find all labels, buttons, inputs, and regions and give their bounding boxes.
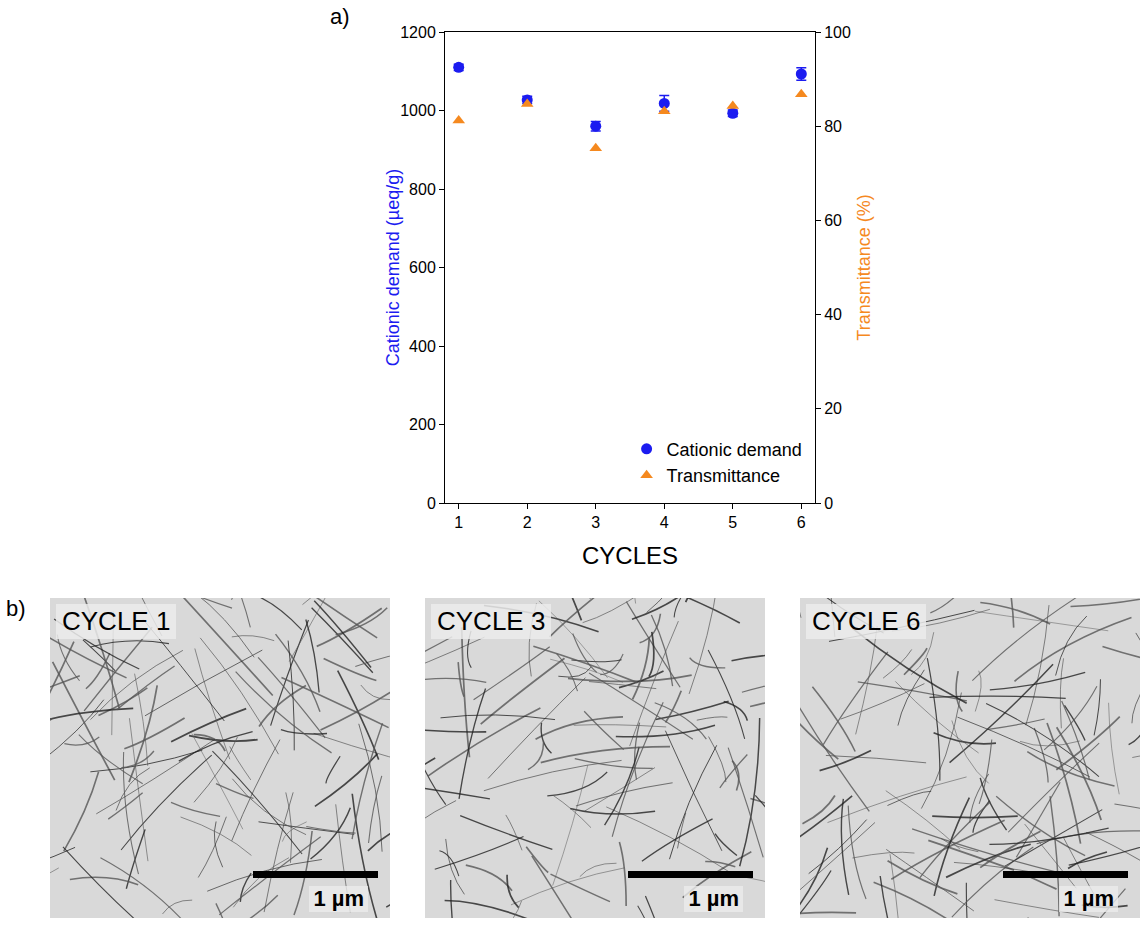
svg-text:2: 2	[523, 514, 532, 531]
svg-text:4: 4	[660, 514, 669, 531]
html-text:1 µm: 1 µm	[313, 886, 364, 911]
svg-text:5: 5	[728, 514, 737, 531]
svg-text:100: 100	[824, 24, 851, 41]
svg-text:80: 80	[824, 118, 842, 135]
svg-text:20: 20	[824, 400, 842, 417]
svg-text:Cationic demand (µeq/g): Cationic demand (µeq/g)	[383, 169, 403, 366]
svg-text:200: 200	[409, 416, 436, 433]
html-text:CYCLE 1: CYCLE 1	[62, 606, 171, 636]
svg-text:0: 0	[427, 495, 436, 512]
html-text:b): b)	[6, 596, 26, 621]
html-text:1 µm: 1 µm	[688, 886, 739, 911]
svg-text:40: 40	[824, 306, 842, 323]
svg-text:Cationic demand: Cationic demand	[667, 440, 802, 460]
svg-text:Transmittance (%): Transmittance (%)	[854, 194, 874, 340]
svg-text:0: 0	[824, 495, 833, 512]
svg-text:60: 60	[824, 212, 842, 229]
svg-text:Transmittance: Transmittance	[667, 466, 780, 486]
svg-text:6: 6	[797, 514, 806, 531]
svg-text:1: 1	[454, 514, 463, 531]
html-text:CYCLE 6: CYCLE 6	[812, 606, 921, 636]
svg-text:600: 600	[409, 259, 436, 276]
svg-text:400: 400	[409, 338, 436, 355]
svg-text:CYCLES: CYCLES	[582, 542, 678, 569]
svg-text:1000: 1000	[400, 102, 436, 119]
html-text:a): a)	[330, 4, 350, 29]
svg-text:3: 3	[591, 514, 600, 531]
svg-text:800: 800	[409, 181, 436, 198]
html-text:CYCLE 3: CYCLE 3	[437, 606, 546, 636]
svg-text:1200: 1200	[400, 24, 436, 41]
html-text:1 µm: 1 µm	[1063, 886, 1114, 911]
